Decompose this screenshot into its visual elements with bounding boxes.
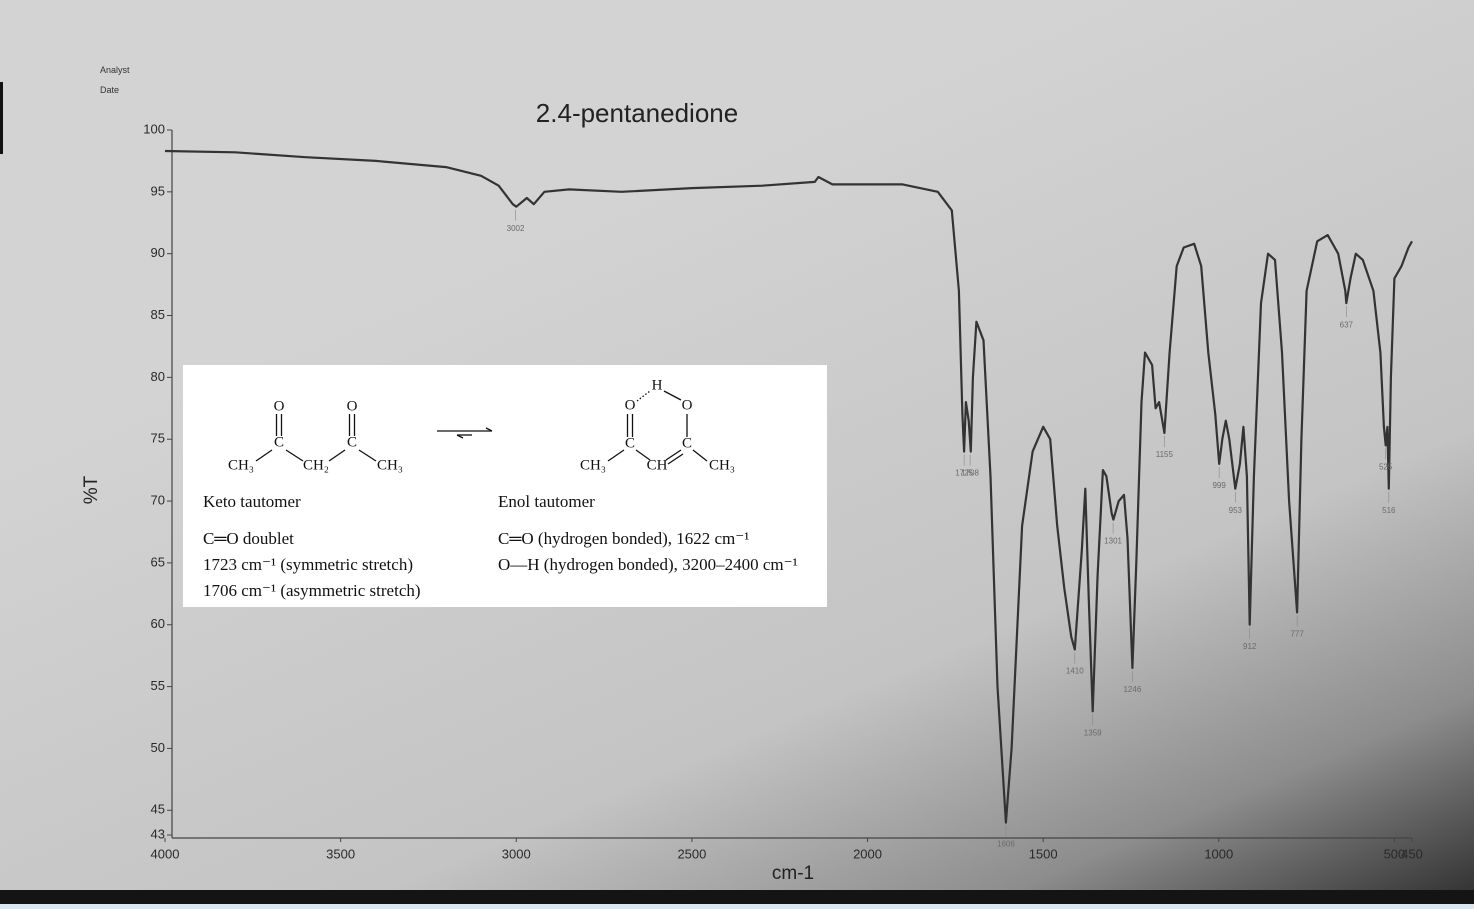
atom: CH₃ (228, 457, 254, 473)
peak-label: 1246 (1123, 685, 1141, 694)
analyst-label: Analyst (100, 65, 130, 75)
x-tick-label: 3000 (502, 846, 531, 861)
atom: CH (647, 457, 668, 473)
x-tick-label: 2000 (853, 846, 882, 861)
date-label: Date (100, 85, 119, 95)
bond (285, 449, 304, 462)
bond (635, 449, 651, 461)
peak-label: 1155 (1156, 450, 1174, 459)
peak-label: 3002 (507, 224, 525, 233)
peak-label: 1708 (961, 469, 979, 478)
peak-label: 953 (1229, 506, 1243, 515)
edge (0, 82, 3, 154)
bottom-strip (0, 904, 1474, 909)
x-tick-label: 3500 (326, 846, 355, 861)
atom: C (682, 435, 692, 451)
peak-label: 999 (1212, 481, 1226, 490)
y-tick-label: 50 (151, 740, 165, 755)
atom: O (625, 397, 636, 413)
bond (328, 449, 346, 462)
y-tick-label: 60 (151, 616, 165, 631)
y-tick-label: 45 (151, 802, 165, 817)
atom: CH₃ (709, 457, 735, 473)
inset: O O C C CH₃ CH₂ CH₃ H O O C C CH₃ CH CH₃… (183, 365, 827, 607)
peak-label: 1359 (1084, 728, 1102, 737)
keto-note: C═O doublet (203, 529, 294, 548)
y-tick-label: 90 (151, 245, 165, 260)
bond (358, 449, 377, 462)
bond (667, 453, 684, 465)
y-tick-label: 55 (151, 678, 165, 693)
atom: O (274, 398, 285, 414)
x-axis-label: cm-1 (772, 863, 814, 884)
spectrum-line (164, 149, 1413, 824)
bond (255, 449, 273, 462)
equilibrium-arrows (437, 427, 493, 439)
chart-title: 2.4-pentanedione (536, 98, 738, 128)
x-tick-label: 1500 (1029, 846, 1058, 861)
arrow-head (485, 427, 493, 432)
y-tick-label: 65 (151, 554, 165, 569)
peak-label: 516 (1382, 506, 1396, 515)
peak-label: 777 (1290, 629, 1304, 638)
y-tick-label: 70 (151, 492, 165, 507)
x-tick-label: 4000 (151, 846, 180, 861)
keto-note: 1706 cm⁻¹ (asymmetric stretch) (203, 581, 421, 600)
inset-box (183, 365, 827, 607)
x-tick-label: 500 (1384, 846, 1406, 861)
plot-area: 43 45 50 55 60 65 70 75 80 85 90 95 100 4000 3500 3000 2… (143, 121, 1423, 861)
bond (607, 449, 625, 462)
keto-bonds (255, 414, 377, 462)
y-tick-label: 85 (151, 307, 165, 322)
bond (692, 449, 708, 462)
enol-bonds (607, 390, 708, 465)
bond (663, 390, 682, 401)
peak-label: 637 (1340, 320, 1354, 329)
y-tick-label: 75 (151, 431, 165, 446)
x-tick-label: 1000 (1204, 846, 1233, 861)
atom: H (652, 377, 663, 393)
peak-label: 1606 (997, 840, 1015, 849)
peak-label: 525 (1379, 463, 1393, 472)
atom: C (625, 435, 635, 451)
atom: CH₃ (580, 457, 606, 473)
atom: CH₃ (377, 457, 403, 473)
y-tick-label: 100 (143, 121, 165, 136)
x-tick-label: 2500 (677, 846, 706, 861)
y-tick-label: 95 (151, 183, 165, 198)
atom: C (274, 434, 284, 450)
atom: O (682, 397, 693, 413)
peak-label: 912 (1243, 642, 1257, 651)
y-axis-label: %T (81, 475, 102, 504)
keto-name: Keto tautomer (203, 492, 301, 511)
peak-label: 1301 (1104, 537, 1122, 546)
y-tick-label: 43 (151, 826, 165, 841)
peak-label: 1725 (955, 469, 973, 478)
atom: O (347, 398, 358, 414)
enol-note: C═O (hydrogen bonded), 1622 cm⁻¹ (498, 529, 749, 548)
arrow-head (456, 434, 464, 439)
peak-label: 1410 (1066, 667, 1084, 676)
atom: CH₂ (303, 457, 329, 473)
enol-name: Enol tautomer (498, 492, 595, 511)
h-bond (636, 390, 651, 402)
keto-note: 1723 cm⁻¹ (symmetric stretch) (203, 555, 413, 574)
y-tick-label: 80 (151, 369, 165, 384)
x-tick-label: 450 (1401, 846, 1423, 861)
enol-note: O—H (hydrogen bonded), 3200–2400 cm⁻¹ (498, 555, 798, 574)
bond (665, 449, 682, 461)
atom: C (347, 434, 357, 450)
